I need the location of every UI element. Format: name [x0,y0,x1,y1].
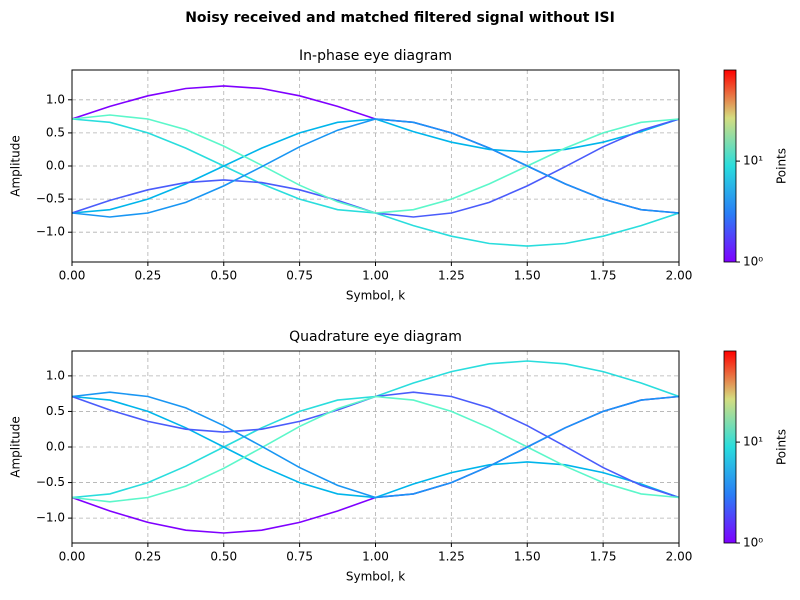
x-tick-label: 2.00 [666,550,693,564]
y-tick-label: 0.5 [46,404,65,418]
y-tick-label: −1.0 [36,225,65,239]
axes-title: Quadrature eye diagram [289,329,462,345]
x-tick-label: 0.75 [286,550,313,564]
x-tick-label: 1.75 [590,550,617,564]
x-tick-label: 0.75 [286,269,313,283]
eye-trace [72,395,679,503]
y-tick-label: 0.0 [46,159,65,173]
x-tick-label: 1.50 [514,550,541,564]
x-tick-label: 1.50 [514,269,541,283]
colorbar-tick-label: 10⁰ [743,536,763,550]
x-tick-label: 1.25 [438,550,465,564]
eye-trace [72,114,679,214]
x-axis-label: Symbol, k [346,570,405,584]
colorbar-tick-label: 10¹ [743,154,763,168]
axes-frame [71,350,680,544]
eye-trace [72,118,679,218]
y-tick-label: −0.5 [36,192,65,206]
x-tick-label: 1.25 [438,269,465,283]
traces [72,85,679,247]
x-tick-label: 1.00 [362,269,389,283]
x-tick-label: 2.00 [666,269,693,283]
colorbar-tick-label: 10¹ [743,435,763,449]
y-tick-label: 1.0 [46,92,65,106]
x-axis-label: Symbol, k [346,289,405,303]
colorbar [723,350,737,544]
x-tick-label: 0.00 [59,550,86,564]
x-tick-label: 0.50 [210,550,237,564]
colorbar-tick-label: 10⁰ [743,255,763,269]
x-tick-label: 0.25 [135,550,162,564]
y-tick-label: −1.0 [36,511,65,525]
colorbar-label: Points [775,429,789,465]
y-tick-label: 0.5 [46,125,65,139]
figure-title: Noisy received and matched filtered sign… [185,10,615,26]
y-tick-label: −0.5 [36,475,65,489]
x-tick-label: 0.50 [210,269,237,283]
eye-trace [72,391,679,499]
colorbar [723,69,737,263]
traces [72,360,679,534]
x-tick-label: 1.75 [590,269,617,283]
y-axis-label: Amplitude [9,416,23,478]
y-tick-label: 0.0 [46,440,65,454]
y-tick-label: 1.0 [46,368,65,382]
x-tick-label: 0.25 [135,269,162,283]
axes-title: In-phase eye diagram [299,48,452,64]
axes-frame [71,69,680,263]
y-axis-label: Amplitude [9,135,23,197]
x-tick-label: 0.00 [59,269,86,283]
x-tick-label: 1.00 [362,550,389,564]
colorbar-label: Points [775,148,789,184]
